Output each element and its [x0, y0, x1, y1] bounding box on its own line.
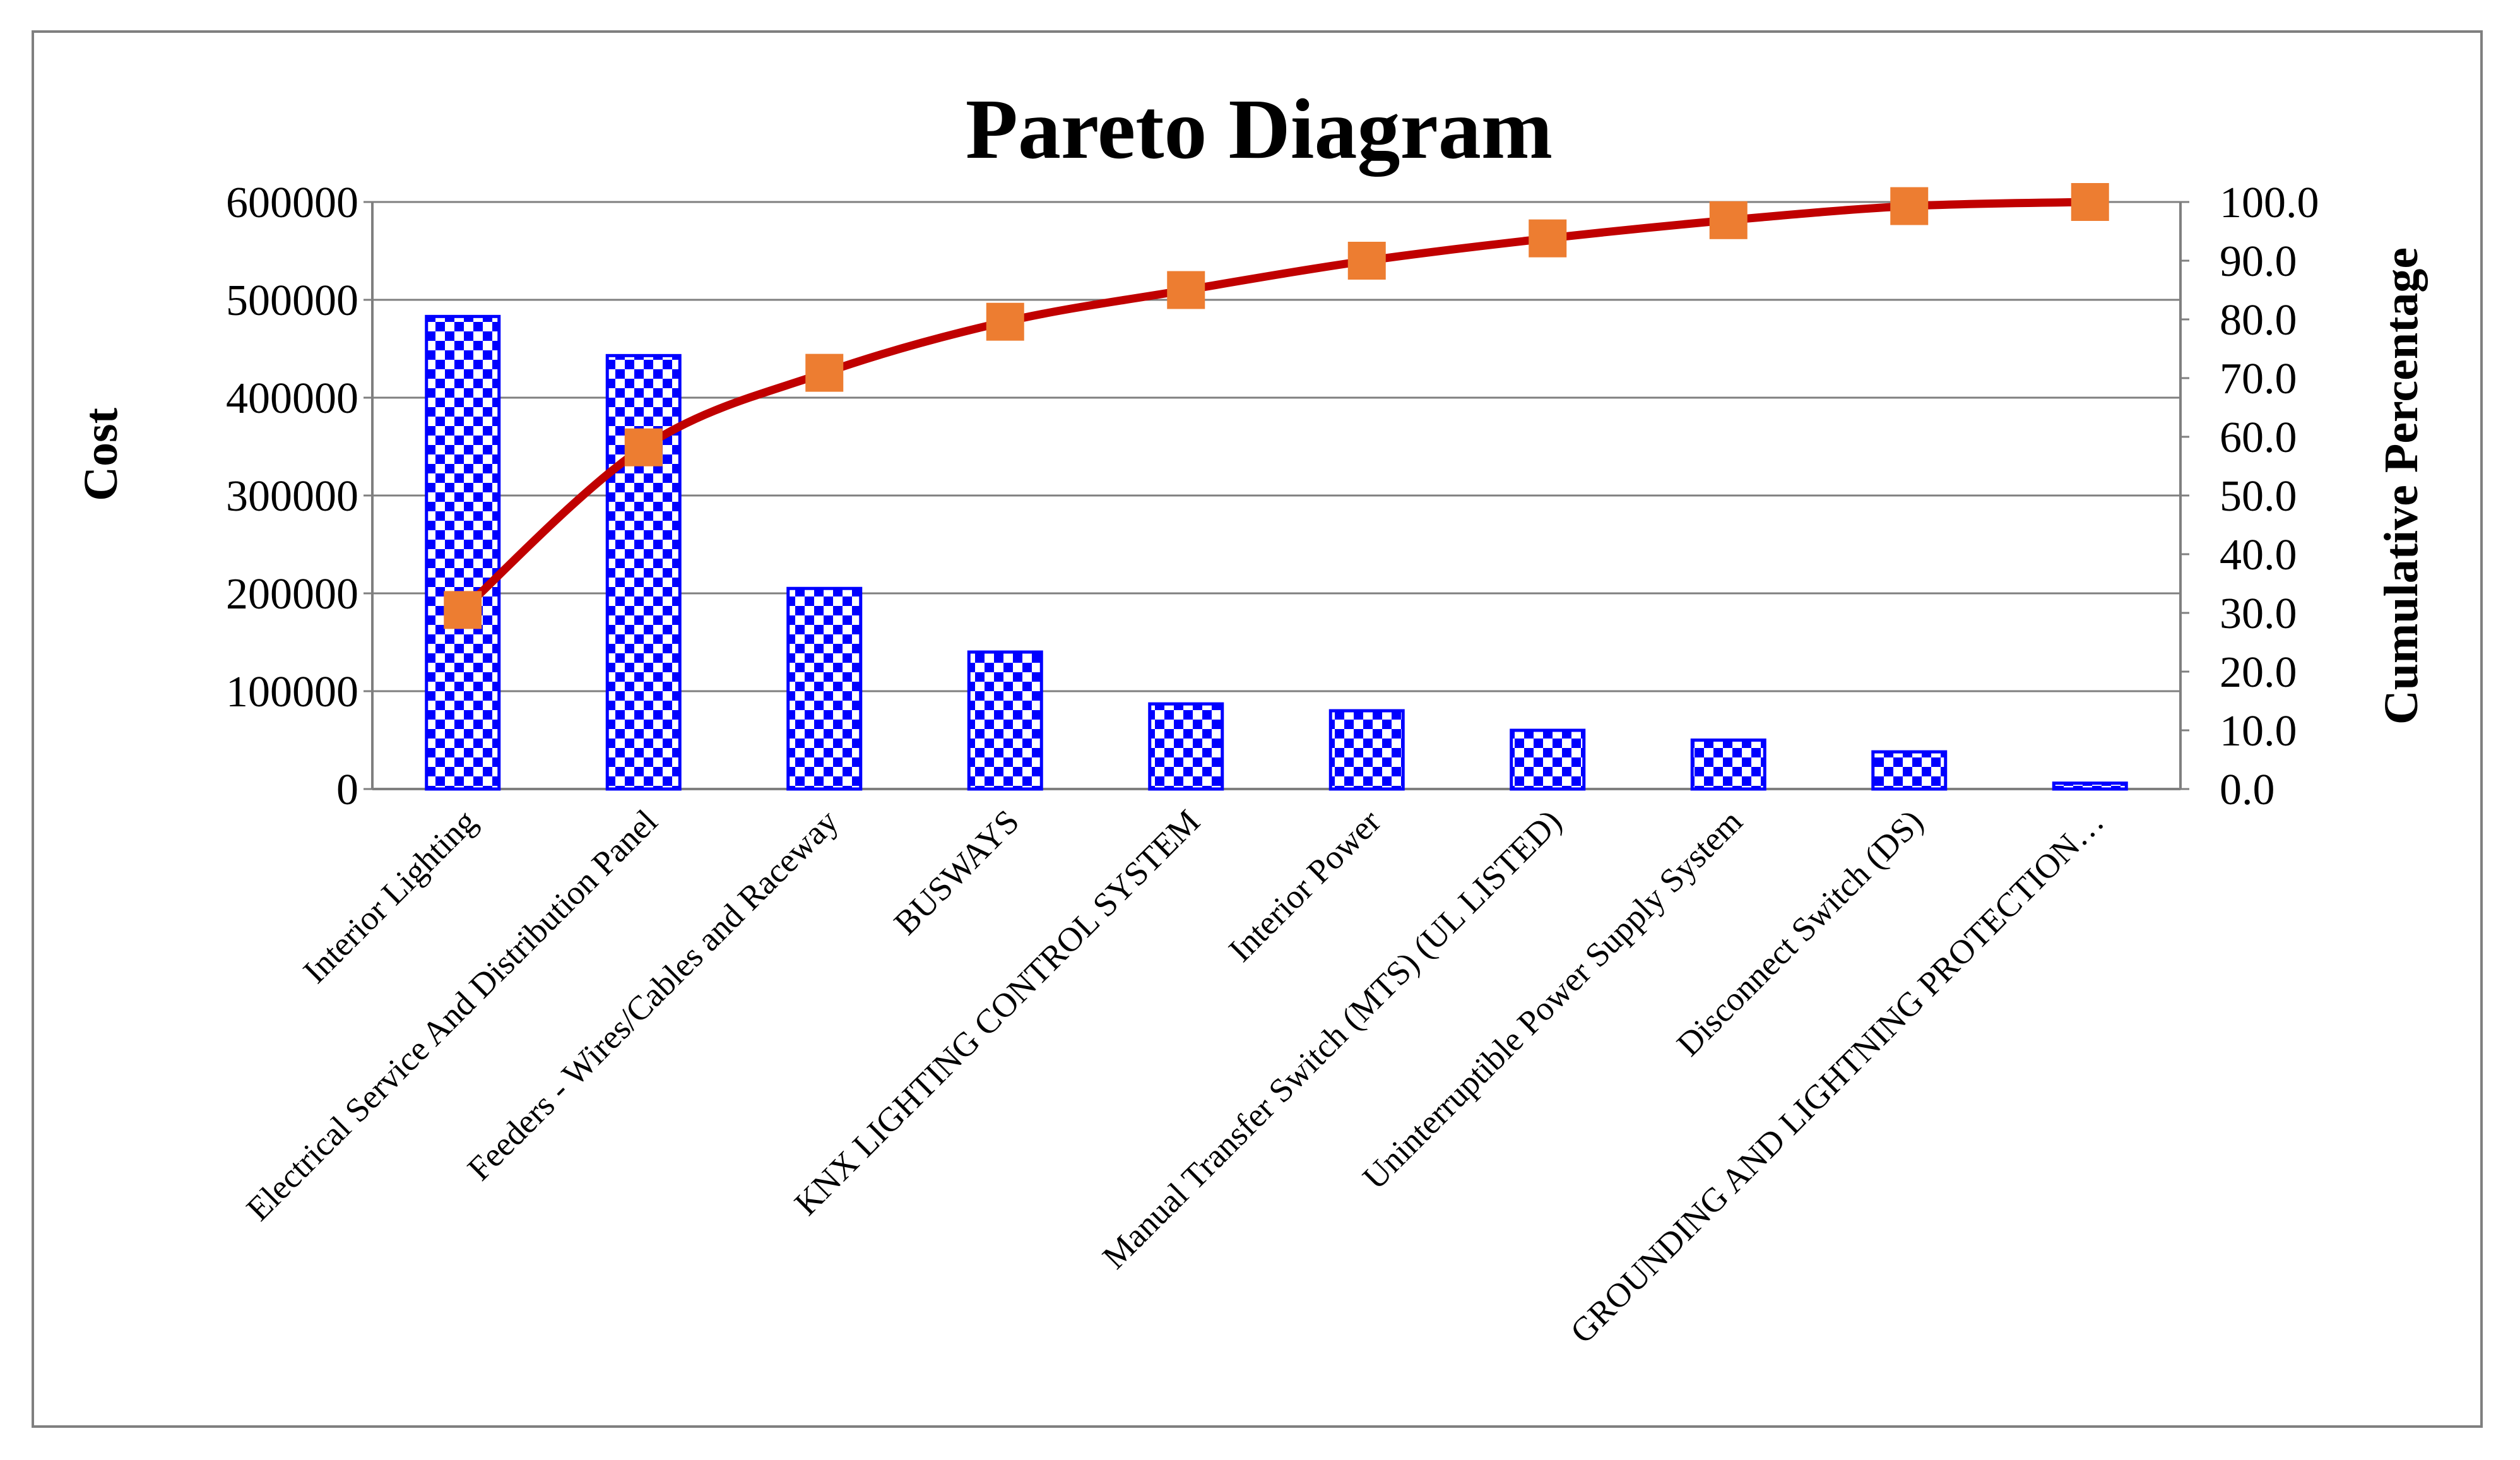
cumulative-marker [805, 353, 844, 392]
y2-axis-title: Cumulative Percentage [2375, 247, 2428, 725]
y2-tick-label: 90.0 [2220, 237, 2297, 286]
cumulative-marker [624, 428, 663, 466]
cost-bars [425, 314, 2128, 791]
cost-bar [1871, 750, 1948, 791]
y-tick-label: 600000 [226, 179, 358, 227]
cumulative-percentage-line [458, 198, 2095, 614]
cumulative-marker [444, 591, 482, 629]
chart-border [32, 30, 2483, 1428]
cost-bar [1510, 728, 1586, 791]
y-tick-label: 0 [336, 766, 358, 814]
y-tick-label: 100000 [226, 668, 358, 716]
y2-tick-label: 70.0 [2220, 355, 2297, 403]
y2-tick-label: 50.0 [2220, 472, 2297, 521]
cost-bar [1148, 702, 1224, 791]
y2-tick-label: 60.0 [2220, 413, 2297, 462]
y-axis-tick-labels: 0 100000 200000 300000 400000 500000 600000 [226, 179, 358, 814]
y2-tick-label: 20.0 [2220, 648, 2297, 697]
cost-bar [1690, 739, 1766, 791]
cumulative-marker [1529, 219, 1567, 258]
y2-tick-label: 80.0 [2220, 296, 2297, 345]
y-tick-label: 400000 [226, 374, 358, 423]
y2-tick-label: 30.0 [2220, 590, 2297, 638]
cost-bar [1328, 709, 1405, 791]
y2-tick-label: 100.0 [2220, 179, 2319, 227]
cost-bar [2052, 781, 2128, 791]
cost-bar [425, 314, 501, 791]
y2-tick-label: 0.0 [2220, 766, 2275, 814]
y-tick-label: 500000 [226, 276, 358, 325]
cost-bar [786, 586, 863, 791]
cumulative-marker [1347, 242, 1386, 280]
y-tick-label: 200000 [226, 570, 358, 619]
cumulative-marker [2071, 183, 2109, 221]
cumulative-line [458, 198, 2095, 614]
cumulative-marker [1709, 201, 1748, 239]
cost-bar [967, 650, 1043, 791]
cost-bar [605, 353, 682, 791]
y-tick-label: 300000 [226, 472, 358, 521]
cumulative-marker [1167, 271, 1205, 309]
y2-axis-tick-labels: 0.0 10.0 20.0 30.0 40.0 50.0 60.0 70.0 80.0 90.0 1… [2220, 179, 2319, 814]
cumulative-markers [444, 183, 2109, 629]
y2-tick-label: 40.0 [2220, 531, 2297, 579]
y-axis-title: Cost [74, 408, 127, 501]
y2-tick-label: 10.0 [2220, 707, 2297, 756]
chart-title: Pareto Diagram [966, 82, 1553, 177]
cumulative-marker [1890, 187, 1929, 225]
cumulative-marker [986, 302, 1024, 341]
